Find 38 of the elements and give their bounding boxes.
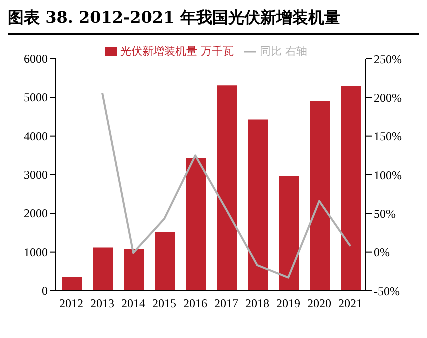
y-tick-label: 3000 — [24, 168, 48, 182]
bar — [341, 86, 361, 291]
y-tick-label: 5000 — [24, 90, 48, 105]
y2-tick-label: 100% — [374, 168, 402, 182]
chart-title: 图表 38. 2012-2021 年我国光伏新增装机量 — [8, 8, 419, 35]
x-tick-label: 2021 — [338, 296, 362, 311]
bar — [124, 249, 144, 291]
y2-tick-label: 250% — [374, 52, 402, 66]
legend-label: 光伏新增装机量 万千瓦 — [120, 45, 234, 58]
y-tick-label: 6000 — [24, 52, 48, 66]
x-tick-label: 2015 — [152, 296, 176, 311]
x-tick-label: 2014 — [122, 296, 146, 311]
bar — [248, 120, 268, 291]
bar — [93, 248, 113, 291]
x-tick-label: 2016 — [184, 296, 208, 311]
bar — [186, 158, 206, 291]
x-tick-label: 2013 — [90, 296, 114, 311]
x-tick-label: 2019 — [276, 296, 300, 311]
y2-tick-label: 0% — [374, 246, 390, 260]
line-series — [102, 92, 352, 279]
x-tick-label: 2012 — [60, 296, 84, 311]
bar — [217, 86, 237, 291]
y-tick-label: 1000 — [24, 245, 48, 260]
bar — [310, 102, 330, 291]
y-tick-label: 2000 — [24, 206, 48, 221]
bar — [279, 176, 299, 291]
y2-tick-label: 50% — [374, 206, 396, 221]
bar — [62, 277, 82, 291]
y2-tick-label: -50% — [374, 284, 400, 298]
x-tick-label: 2017 — [214, 296, 238, 311]
y-tick-label: 0 — [42, 284, 48, 298]
y-tick-label: 4000 — [24, 129, 48, 144]
legend-label: 同比 右轴 — [260, 45, 308, 58]
bar — [155, 232, 175, 291]
y2-tick-label: 200% — [374, 90, 402, 105]
x-tick-label: 2018 — [246, 296, 270, 311]
y2-tick-label: 150% — [374, 130, 402, 144]
x-tick-label: 2020 — [308, 296, 332, 311]
